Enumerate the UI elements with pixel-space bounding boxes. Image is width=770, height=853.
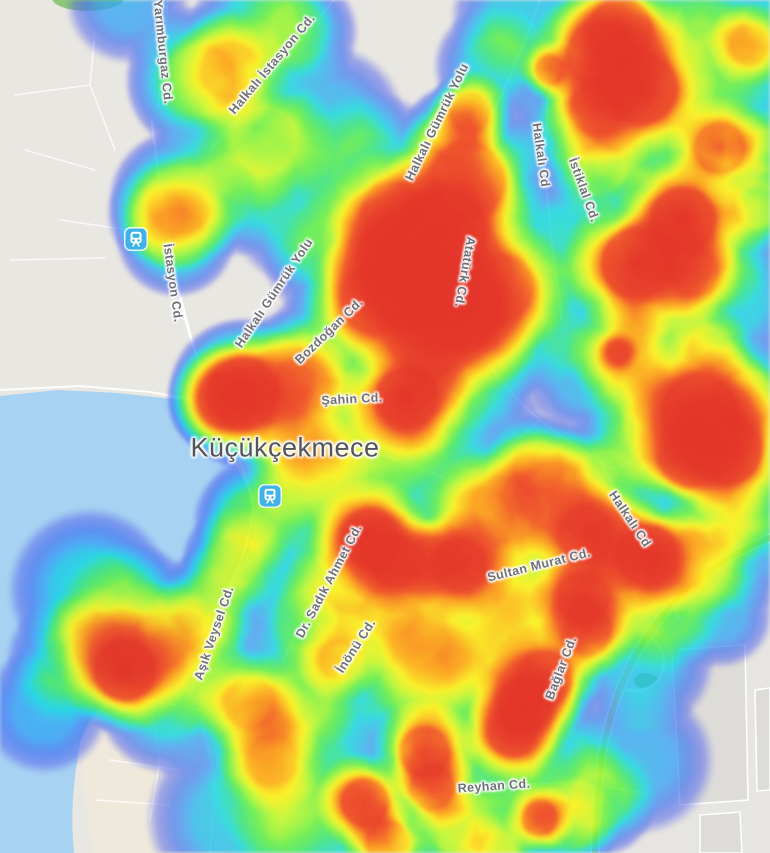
street-label: Yarımburgaz Cd. [150, 0, 176, 105]
street-label: Reyhan Cd. [457, 776, 531, 796]
transit-station-icon[interactable] [125, 228, 147, 250]
street-label: Aşık Veysel Cd. [191, 584, 237, 682]
street-label: İstasyon Cd. [160, 242, 186, 324]
street-label: Halkalı Cd [529, 122, 553, 188]
street-label: Halkalı Gümrük Yolu [232, 235, 316, 351]
street-label: Dr. Sadık Ahmet Cd. [293, 521, 365, 641]
street-label: İstiklal Cd. [565, 155, 603, 225]
city-label: Küçükçekmece [190, 432, 380, 463]
street-label: Sultan Murat Cd. [486, 545, 592, 585]
street-label: Bağlar Cd. [542, 634, 580, 702]
street-label: Şahin Cd. [321, 390, 383, 408]
street-label: Halkalı Cd [606, 488, 654, 550]
street-label: Halkalı Gümrük Yolu [402, 61, 472, 183]
street-label: Bozdoğan Cd. [292, 295, 366, 367]
street-label: Atatürk Cd. [451, 235, 479, 309]
street-label: İnönü Cd. [333, 616, 379, 676]
street-label: Halkalı İstasyon Cd. [226, 11, 318, 117]
transit-station-icon[interactable] [259, 485, 281, 507]
